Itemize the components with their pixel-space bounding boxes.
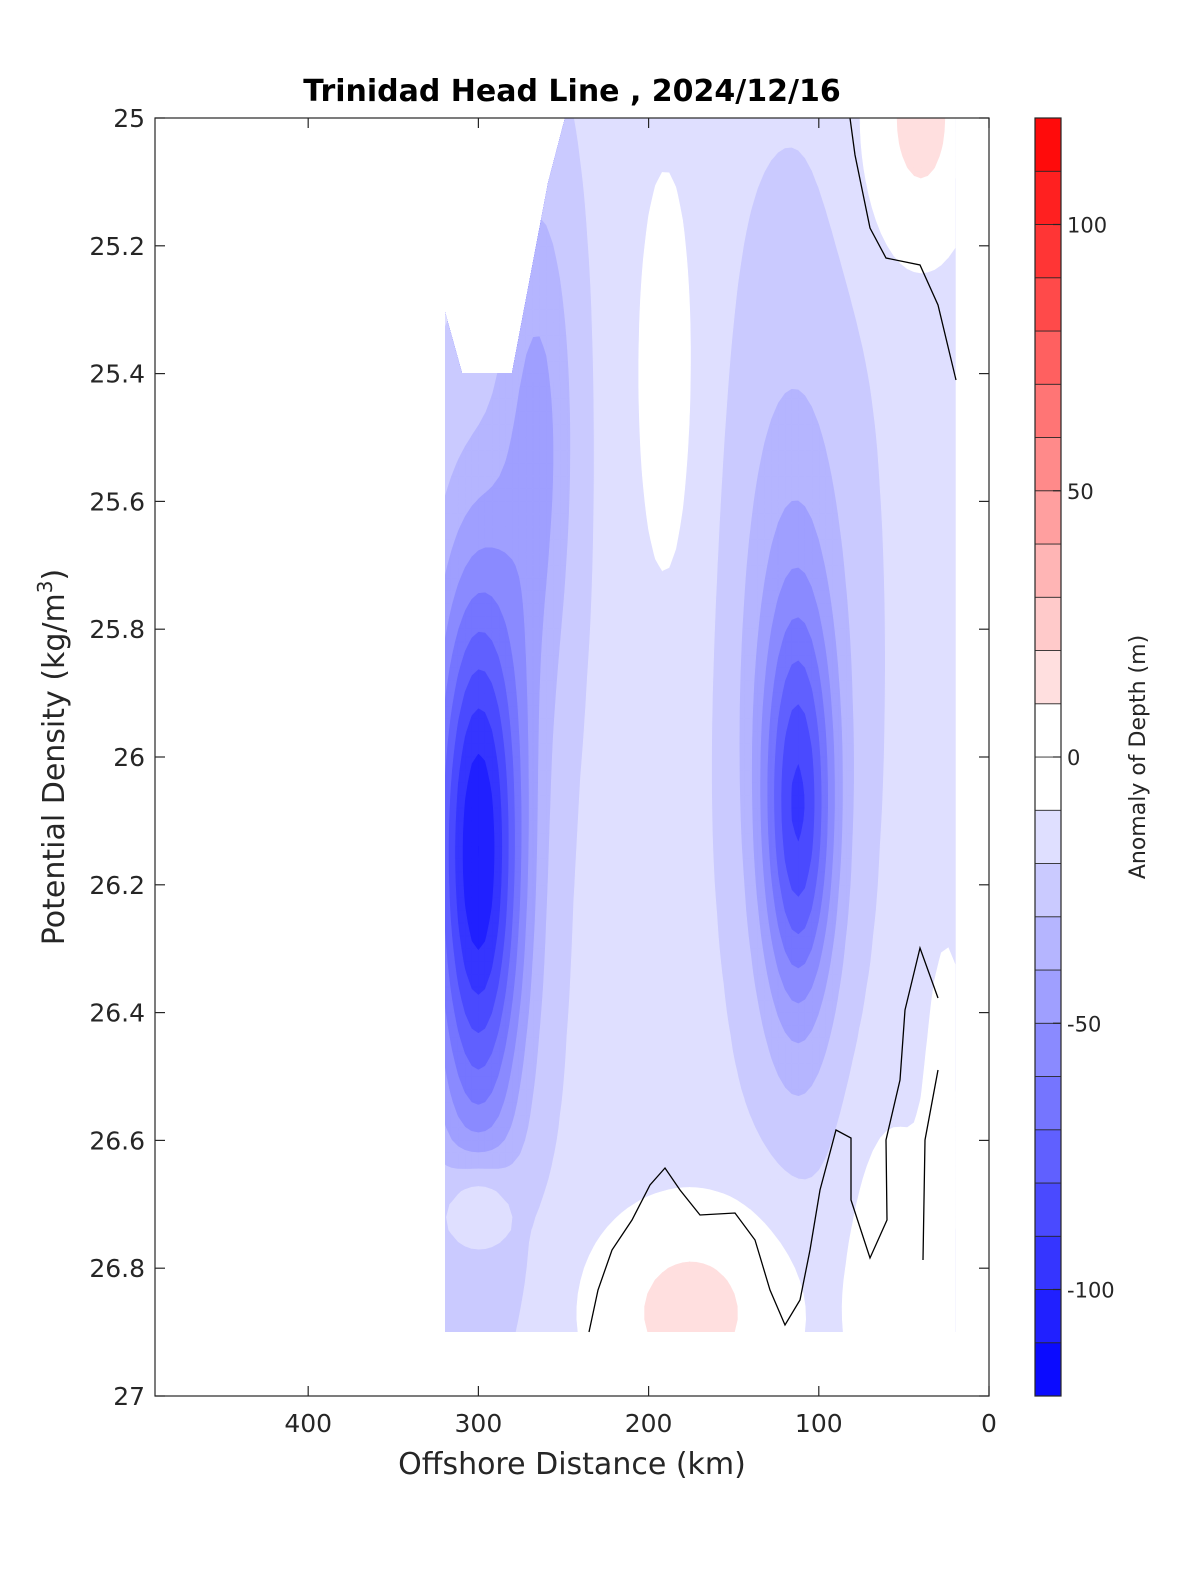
chart-title: Trinidad Head Line , 2024/12/16 [303, 74, 840, 109]
colorbar-swatch [1034, 703, 1062, 758]
y-tick-label: 25.8 [89, 615, 145, 644]
y-tick-label: 25.4 [89, 360, 145, 389]
colorbar-swatch [1034, 596, 1062, 651]
colorbar-tick-label: 50 [1067, 480, 1094, 504]
colorbar-swatch [1034, 437, 1062, 492]
y-tick-label: 25.2 [89, 232, 145, 261]
colorbar-tick-label: -50 [1067, 1012, 1101, 1036]
y-axis-title: Potential Density (kg/m3) [33, 569, 72, 945]
colorbar-swatch [1034, 330, 1062, 385]
y-axis-title-close: ) [37, 569, 72, 581]
x-tick-label: 400 [284, 1409, 332, 1438]
y-tick-label: 26.2 [89, 871, 145, 900]
colorbar-swatch [1034, 383, 1062, 438]
colorbar-tick-label: -100 [1067, 1279, 1115, 1303]
x-tick-label: 200 [625, 1409, 673, 1438]
y-tick-label: 26.4 [89, 999, 145, 1028]
colorbar-swatch [1034, 809, 1062, 864]
y-tick-label: 27 [113, 1382, 145, 1411]
y-axis-title-superscript: 3 [33, 580, 57, 593]
colorbar-swatch [1034, 117, 1062, 172]
colorbar: 100 50 0 -50 -100 [1034, 117, 1115, 1397]
x-tick-label: 0 [981, 1409, 997, 1438]
y-tick-label: 26 [113, 743, 145, 772]
y-tick-label: 26.8 [89, 1254, 145, 1283]
colorbar-swatch [1034, 916, 1062, 971]
colorbar-swatch [1034, 1235, 1062, 1290]
colorbar-tick-label: 100 [1067, 214, 1107, 238]
colorbar-swatch [1034, 1076, 1062, 1131]
colorbar-swatch [1034, 170, 1062, 225]
colorbar-swatch [1034, 543, 1062, 598]
colorbar-swatch [1034, 863, 1062, 918]
y-axis-title-main: Potential Density (kg/m [37, 593, 72, 945]
y-tick-label: 26.6 [89, 1126, 145, 1155]
colorbar-title: Anomaly of Depth (m) [1126, 635, 1151, 879]
contour-fill [445, 118, 956, 1332]
colorbar-swatch [1034, 1129, 1062, 1184]
colorbar-tick-label: 0 [1067, 746, 1080, 770]
colorbar-swatch [1034, 650, 1062, 705]
colorbar-swatch [1034, 277, 1062, 332]
colorbar-swatch [1034, 1289, 1062, 1344]
colorbar-swatch [1034, 224, 1062, 279]
colorbar-swatch [1034, 490, 1062, 545]
colorbar-swatch [1034, 756, 1062, 811]
x-tick-label: 300 [455, 1409, 503, 1438]
colorbar-swatch [1034, 1022, 1062, 1077]
x-tick-label: 100 [795, 1409, 843, 1438]
x-axis-title: Offshore Distance (km) [398, 1447, 746, 1482]
colorbar-swatch [1034, 1182, 1062, 1237]
y-tick-label: 25.6 [89, 487, 145, 516]
y-tick-label: 25 [113, 104, 145, 133]
colorbar-swatch [1034, 1342, 1062, 1397]
colorbar-swatch [1034, 969, 1062, 1024]
